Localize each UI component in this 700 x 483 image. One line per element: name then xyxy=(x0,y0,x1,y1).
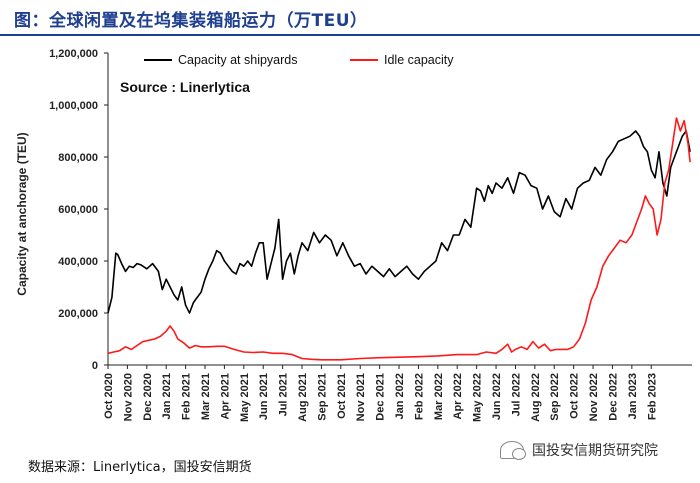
y-tick-label: 400,000 xyxy=(58,256,98,268)
line-chart: Capacity at anchorage (TEU) Capacity at … xyxy=(15,48,692,422)
legend: Capacity at shipyards Idle capacity xyxy=(144,53,454,67)
figure-title: 图：全球闲置及在坞集装箱船运力（万TEU） xyxy=(14,11,368,31)
x-tick-label: Nov 2020 xyxy=(122,373,134,421)
x-tick-label: Aug 2021 xyxy=(297,373,309,422)
x-tick-label: Apr 2021 xyxy=(219,373,231,419)
y-axis-title: Capacity at anchorage (TEU) xyxy=(15,132,29,295)
x-tick-label: Mar 2022 xyxy=(433,373,445,420)
x-tick-label: May 2021 xyxy=(239,373,251,422)
y-tick-label: 1,200,000 xyxy=(49,48,98,60)
x-tick-label: Jun 2021 xyxy=(258,373,270,420)
x-tick-label: Mar 2021 xyxy=(200,373,212,420)
brand-name: 国投安信期货研究院 xyxy=(532,443,658,459)
brand-badge: 国投安信期货研究院 xyxy=(500,440,658,460)
x-tick-label: Oct 2022 xyxy=(569,373,581,419)
x-tick-label: Jul 2022 xyxy=(510,373,522,416)
source-note: 数据来源：Linerlytica，国投安信期货 xyxy=(28,460,252,475)
legend-label-idle: Idle capacity xyxy=(384,53,454,67)
y-tick-label: 800,000 xyxy=(58,152,98,164)
series-line-idle xyxy=(107,117,691,361)
x-tick-label: Sep 2021 xyxy=(316,373,328,421)
x-tick-label: Aug 2022 xyxy=(530,373,542,422)
wechat-icon xyxy=(500,441,526,460)
x-tick-label: Oct 2020 xyxy=(103,373,115,419)
x-tick-label: Jun 2022 xyxy=(491,373,503,420)
x-tick-label: Feb 2022 xyxy=(413,373,425,420)
x-tick-label: Jan 2022 xyxy=(394,373,406,419)
x-tick-label: Dec 2020 xyxy=(142,373,154,421)
x-tick-label: Jan 2023 xyxy=(627,373,639,419)
y-tick-label: 600,000 xyxy=(58,204,98,216)
x-tick-label: Sep 2022 xyxy=(549,373,561,421)
x-tick-label: Nov 2021 xyxy=(355,373,367,421)
x-tick-label: Jul 2021 xyxy=(278,373,290,416)
x-tick-label: Oct 2021 xyxy=(336,373,348,419)
y-tick-label: 0 xyxy=(92,360,98,372)
title-rule xyxy=(0,34,700,36)
x-tick-label: Feb 2023 xyxy=(646,373,658,420)
x-tick-label: Feb 2021 xyxy=(181,373,193,420)
x-tick-label: Nov 2022 xyxy=(588,373,600,421)
source-annotation: Source : Linerlytica xyxy=(120,79,250,95)
x-tick-label: Apr 2022 xyxy=(452,373,464,419)
legend-label-shipyards: Capacity at shipyards xyxy=(178,53,298,67)
y-tick-label: 1,000,000 xyxy=(49,100,98,112)
x-tick-label: Dec 2021 xyxy=(375,373,387,421)
series-line-shipyards xyxy=(107,130,691,314)
y-tick-label: 200,000 xyxy=(58,308,98,320)
x-tick-label: May 2022 xyxy=(472,373,484,422)
x-tick-label: Jan 2021 xyxy=(161,373,173,419)
x-tick-label: Dec 2022 xyxy=(607,373,619,421)
